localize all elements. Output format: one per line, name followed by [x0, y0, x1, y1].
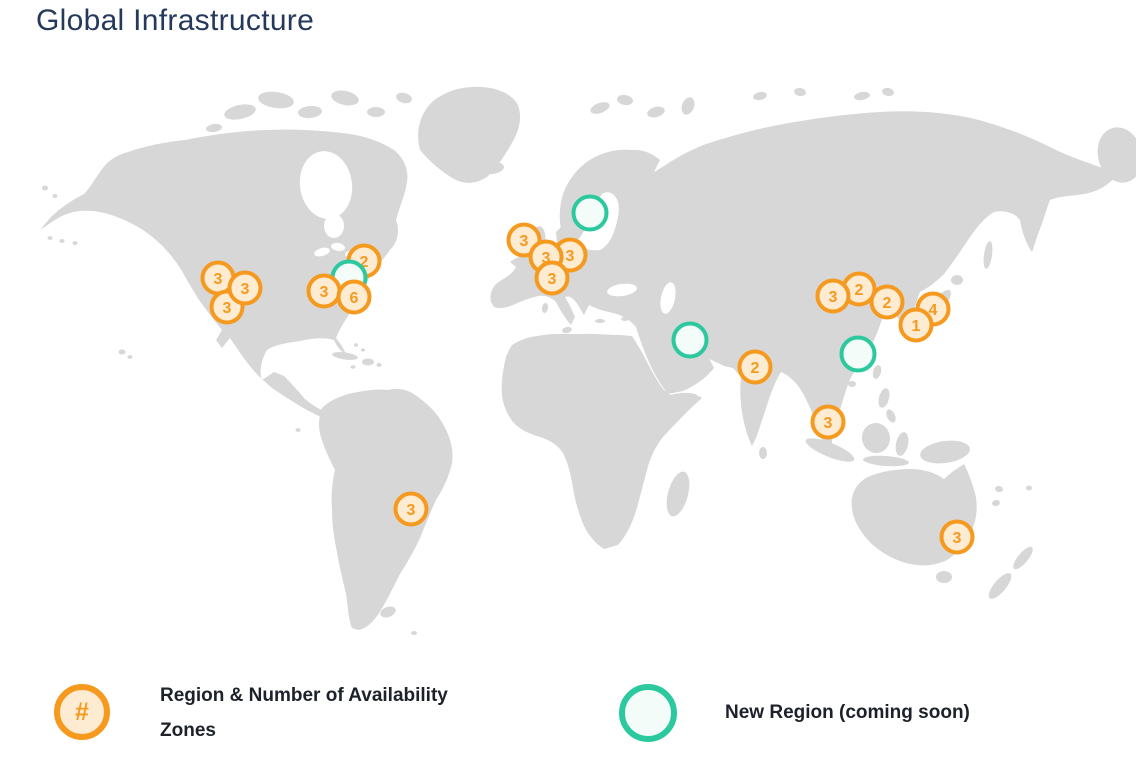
region-marker: 6	[336, 279, 372, 315]
hash-symbol: #	[75, 697, 89, 726]
svg-text:3: 3	[566, 248, 575, 265]
svg-text:3: 3	[520, 233, 529, 250]
new-region-marker	[839, 335, 877, 373]
svg-text:3: 3	[542, 250, 551, 267]
new-region-marker	[571, 194, 609, 232]
svg-text:3: 3	[824, 415, 833, 432]
inland-water	[299, 151, 676, 314]
region-marker: 2	[869, 284, 905, 320]
svg-text:2: 2	[751, 360, 760, 377]
svg-text:3: 3	[223, 300, 232, 317]
svg-text:2: 2	[855, 282, 864, 299]
new-region-legend-icon	[619, 684, 677, 742]
svg-text:3: 3	[407, 502, 416, 519]
svg-text:3: 3	[953, 530, 962, 547]
svg-text:3: 3	[320, 284, 329, 301]
region-marker: 3	[306, 273, 342, 309]
new-region-marker	[671, 321, 709, 359]
region-marker: 3	[534, 260, 570, 296]
svg-text:6: 6	[350, 290, 359, 307]
svg-text:3: 3	[214, 271, 223, 288]
svg-text:4: 4	[929, 302, 938, 319]
svg-text:1: 1	[912, 318, 921, 335]
region-marker: 3	[393, 491, 429, 527]
new-region-legend-label: New Region (coming soon)	[725, 702, 970, 723]
region-marker: 3	[227, 270, 263, 306]
region-legend-icon: #	[54, 684, 110, 740]
svg-text:3: 3	[241, 281, 250, 298]
region-marker: 3	[939, 519, 975, 555]
region-marker: 2	[737, 349, 773, 385]
region-marker: 3	[815, 278, 851, 314]
region-marker: 1	[898, 307, 934, 343]
svg-text:2: 2	[883, 295, 892, 312]
svg-text:3: 3	[548, 271, 557, 288]
region-legend-label: Region & Number of Availability Zones	[160, 685, 448, 741]
region-marker: 3	[810, 404, 846, 440]
svg-text:2: 2	[360, 254, 369, 271]
page-title: Global Infrastructure	[36, 4, 315, 37]
continents	[40, 86, 1136, 635]
svg-text:3: 3	[829, 289, 838, 306]
